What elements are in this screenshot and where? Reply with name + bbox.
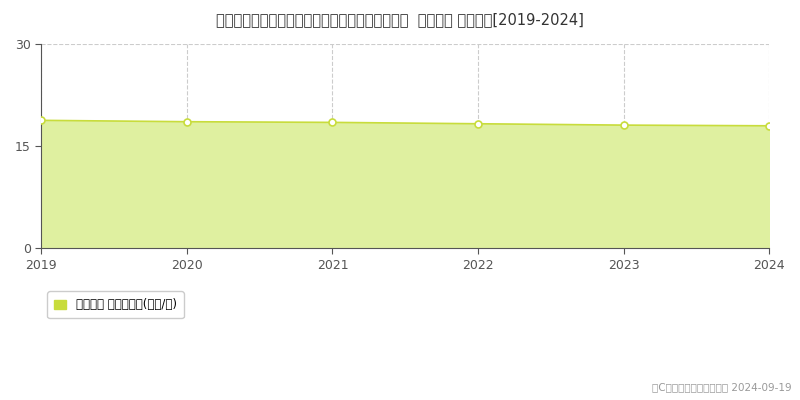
Text: 静岡県駿東郡長泉町上長窪字アラク２９０番１８  基準地価 地価推移[2019-2024]: 静岡県駿東郡長泉町上長窪字アラク２９０番１８ 基準地価 地価推移[2019-20… — [216, 12, 584, 27]
Text: （C）土地価格ドットコム 2024-09-19: （C）土地価格ドットコム 2024-09-19 — [652, 382, 792, 392]
Legend: 基準地価 平均坪単価(万円/坪): 基準地価 平均坪単価(万円/坪) — [47, 291, 184, 318]
